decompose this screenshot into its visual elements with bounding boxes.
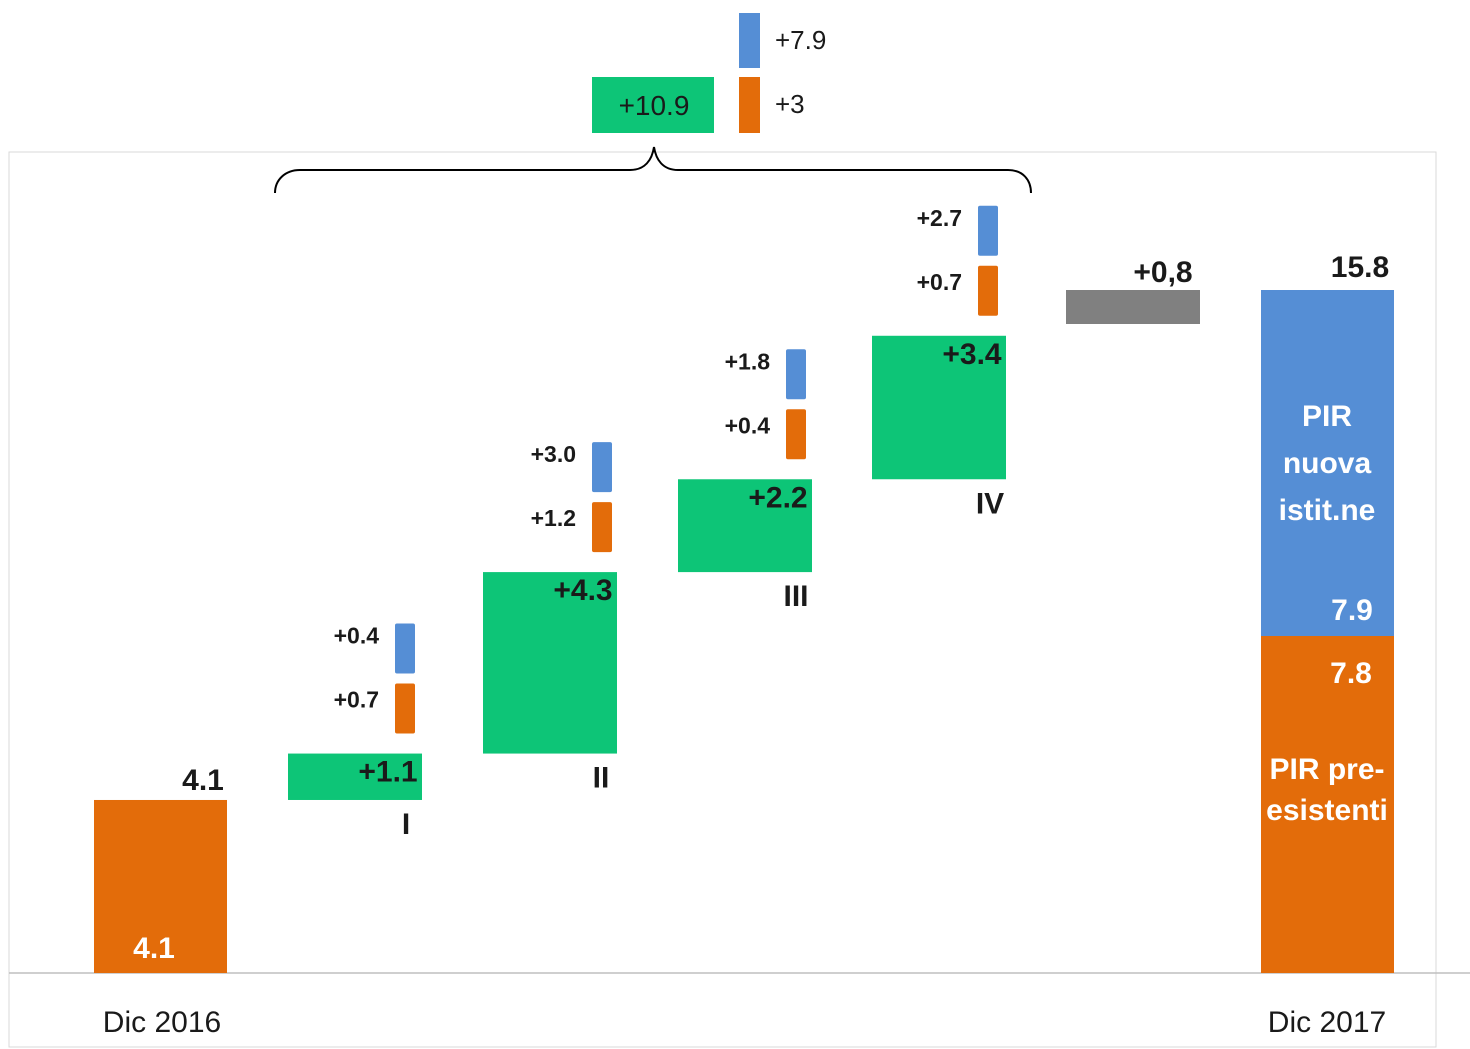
- value-label-existing-i: +0.7: [334, 687, 379, 713]
- summary-new-swatch: [739, 13, 760, 68]
- bar-other: [1066, 290, 1200, 324]
- value-label-existing-iv: +0.7: [917, 269, 962, 295]
- value-label-quarter-ii: +4.3: [553, 574, 612, 607]
- series-label-pir-pre-esistenti-line-2: esistenti: [1266, 794, 1388, 827]
- bar-quarter-ii: [483, 572, 617, 754]
- small-bar-new-iv: [978, 205, 998, 256]
- small-bar-new-i: [395, 623, 415, 674]
- value-label-pir-nuova: 7.9: [1331, 594, 1373, 627]
- summary-existing-swatch: [739, 77, 760, 133]
- value-label-dic-2016-top: 4.1: [182, 764, 224, 797]
- value-label-quarter-i: +1.1: [358, 756, 417, 789]
- value-label-existing-iii: +0.4: [725, 412, 771, 438]
- summary-total-box: [592, 77, 714, 133]
- x-tick-label-quarter-iv: IV: [976, 487, 1004, 520]
- x-tick-label-quarter-i: I: [402, 808, 410, 841]
- bar-dic-2017-pir-nuova: [1261, 290, 1394, 636]
- bar-quarter-i: [288, 753, 422, 800]
- small-bar-existing-iii: [786, 409, 806, 460]
- plot-frame: [8, 151, 1437, 1048]
- value-label-new-ii: +3.0: [531, 441, 576, 467]
- value-label-existing-ii: +1.2: [531, 505, 576, 531]
- summary-total-label: +10.9: [619, 90, 690, 121]
- series-label-pir-nuova-line-3: istit.ne: [1279, 494, 1376, 527]
- small-bar-existing-iv: [978, 265, 998, 316]
- summary-new-label: +7.9: [775, 25, 826, 55]
- small-bar-new-ii: [592, 442, 612, 493]
- x-tick-label-dic-2017: Dic 2017: [1268, 1006, 1386, 1039]
- x-tick-label-dic-2016: Dic 2016: [103, 1006, 221, 1039]
- value-label-new-iii: +1.8: [725, 348, 771, 374]
- bar-quarter-iv: [872, 335, 1006, 480]
- series-label-pir-nuova-line-1: PIR: [1302, 400, 1352, 433]
- bar-dic-2016: [94, 799, 227, 973]
- brace-quarters-i-iv: [274, 146, 1032, 194]
- value-label-dic-2017-total: 15.8: [1331, 251, 1389, 284]
- x-tick-label-quarter-ii: II: [593, 762, 610, 795]
- bar-dic-2017-pir-pre-esistenti: [1261, 636, 1394, 973]
- value-label-other: +0,8: [1133, 256, 1192, 289]
- value-label-quarter-iii: +2.2: [748, 481, 807, 514]
- value-label-pir-pre-esistenti: 7.8: [1330, 657, 1372, 690]
- series-label-pir-nuova-line-2: nuova: [1283, 447, 1372, 480]
- summary-existing-label: +3: [775, 89, 805, 119]
- small-bar-existing-i: [395, 683, 415, 734]
- value-label-new-iv: +2.7: [917, 205, 962, 231]
- bar-quarter-iii: [678, 479, 812, 573]
- small-bar-existing-ii: [592, 502, 612, 553]
- series-label-pir-pre-esistenti-line-1: PIR pre-: [1269, 753, 1384, 786]
- value-label-dic-2016-inside: 4.1: [133, 932, 175, 965]
- x-tick-label-quarter-iii: III: [783, 580, 808, 613]
- small-bar-new-iii: [786, 349, 806, 400]
- value-label-quarter-iv: +3.4: [942, 338, 1002, 371]
- value-label-new-i: +0.4: [334, 623, 380, 649]
